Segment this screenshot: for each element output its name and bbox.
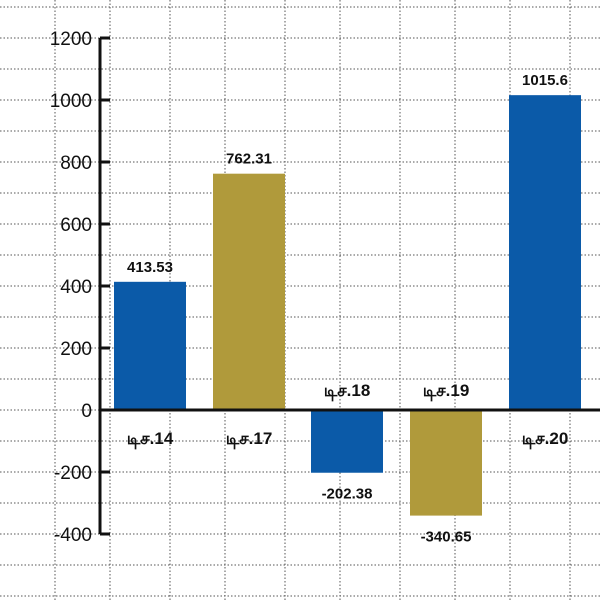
category-label: டிச.14: [127, 429, 174, 449]
y-tick-label: 200: [60, 339, 92, 360]
data-label: 1015.6: [522, 72, 568, 89]
y-tick-label: 1200: [50, 29, 92, 50]
y-tick-label: -200: [54, 463, 92, 484]
y-tick-label: 1000: [50, 91, 92, 112]
y-tick-label: 800: [60, 153, 92, 174]
y-tick-label: 400: [60, 277, 92, 298]
y-tick-label: 600: [60, 215, 92, 236]
data-label: 762.31: [226, 151, 272, 168]
bars: [114, 95, 581, 516]
bar: [410, 410, 482, 516]
labels: 413.53 டிச.14 762.31 டிச.17 -202.38 டிச.18 -34…: [127, 72, 569, 545]
category-label: டிச.20: [522, 429, 569, 449]
data-label: 413.53: [127, 259, 173, 276]
category-label: டிச.19: [423, 381, 470, 401]
bar: [509, 95, 581, 410]
y-tick-label: 0: [81, 401, 92, 422]
category-label: டிச.18: [324, 381, 371, 401]
data-label: -340.65: [421, 529, 472, 546]
category-label: டிச.17: [226, 429, 273, 449]
bar: [114, 281, 186, 410]
bar: [213, 173, 285, 410]
y-axis-ticks: -400 -200 0 200 400 600 800 1000 1200: [50, 29, 110, 546]
data-label: -202.38: [322, 486, 373, 503]
y-tick-label: -400: [54, 525, 92, 546]
bar: [311, 410, 383, 473]
